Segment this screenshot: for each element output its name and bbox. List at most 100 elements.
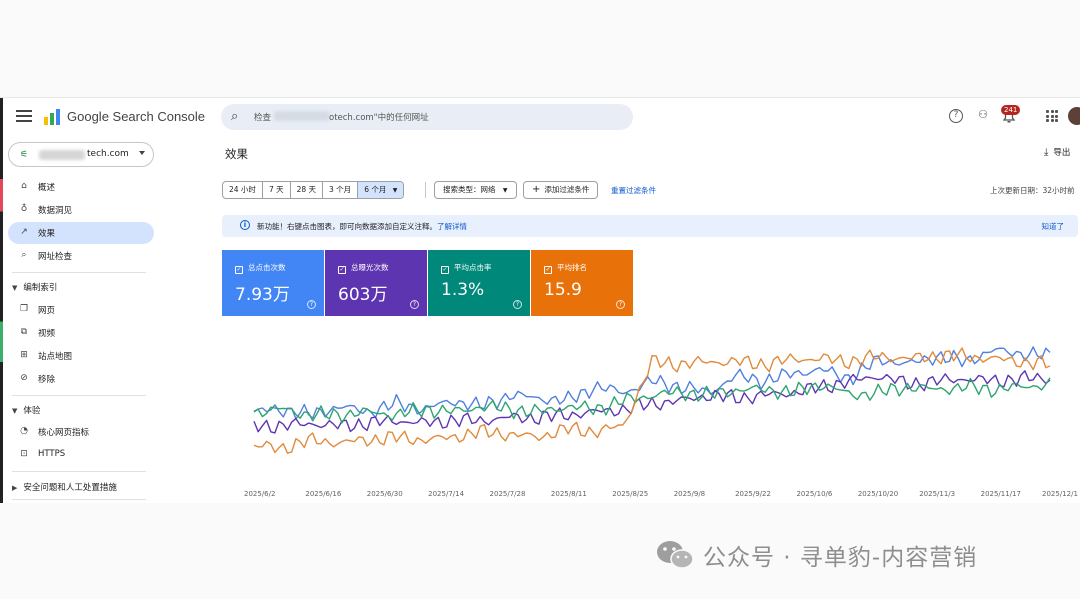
filter-separator (425, 182, 426, 198)
export-label: 导出 (1053, 148, 1071, 158)
x-tick-label: 2025/7/28 (490, 490, 526, 498)
metric-value: 15.9 (544, 280, 582, 300)
notification-badge: 241 (1001, 105, 1021, 115)
caret-down-icon: ▼ (12, 407, 18, 415)
checkbox-icon[interactable]: ✓ (338, 266, 346, 274)
watermark: 公众号 · 寻单豹-内容营销 (655, 537, 977, 573)
sidebar-section-indexing[interactable]: ▼ 编制索引 (12, 281, 57, 293)
metric-label: 平均点击率 (454, 263, 492, 272)
sidebar-item-core-web-vitals[interactable]: ◔ 核心网页指标 (8, 421, 154, 443)
url-inspection-search[interactable]: ⌕ 检查 otech.com"中的任何网址 (221, 104, 633, 130)
search-prefix: 检查 (254, 113, 272, 123)
sidebar-item-label: 移除 (38, 375, 56, 385)
window-edge-strip (0, 98, 3, 503)
export-button[interactable]: ⤓ 导出 (1044, 146, 1070, 158)
sidebar-item-sitemaps[interactable]: ⊞ 站点地图 (8, 345, 154, 367)
pages-icon: ❐ (19, 304, 29, 314)
range-3m[interactable]: 3 个月 (323, 182, 359, 198)
x-tick-label: 2025/12/1 (1042, 490, 1078, 498)
performance-chart[interactable]: 2025/6/2 2025/6/16 2025/6/30 2025/7/14 2025/… (222, 318, 1080, 503)
sidebar-item-insights[interactable]: ♁ 数据洞见 (8, 199, 154, 221)
chevron-down-icon (139, 151, 145, 155)
x-tick-label: 2025/10/6 (796, 490, 832, 498)
sidebar-item-label: 概述 (38, 183, 56, 193)
range-7d[interactable]: 7 天 (263, 182, 291, 198)
sidebar-section-security[interactable]: ▶ 安全问题和人工处置措施 (12, 481, 117, 493)
sidebar-item-label: 核心网页指标 (38, 428, 90, 438)
sidebar-divider (12, 395, 146, 396)
apps-grid-icon[interactable] (1046, 110, 1058, 122)
date-range-selector: 24 小时 7 天 28 天 3 个月 6 个月 ▼ (222, 181, 405, 199)
metric-card-impressions[interactable]: ✓ 总曝光次数 603万 ? (325, 250, 427, 316)
lock-icon: ⊡ (20, 449, 28, 459)
sidebar-item-label: 网址检查 (38, 252, 73, 262)
help-icon[interactable]: ? (307, 300, 316, 309)
trending-icon: ↗ (20, 227, 28, 237)
range-28d[interactable]: 28 天 (291, 182, 324, 198)
property-selector[interactable]: ⚟ tech.com (8, 142, 154, 167)
x-tick-label: 2025/9/22 (735, 490, 771, 498)
user-settings-icon[interactable]: ⚇ (978, 108, 988, 121)
top-blank-area (0, 0, 1080, 97)
x-tick-label: 2025/8/11 (551, 490, 587, 498)
metric-card-ctr[interactable]: ✓ 平均点击率 1.3% ? (428, 250, 530, 316)
sidebar-item-https[interactable]: ⊡ HTTPS (8, 444, 154, 466)
search-type-filter[interactable]: 搜索类型：网络 ▼ (434, 181, 517, 199)
sidebar-item-url-inspection[interactable]: ⌕ 网址检查 (8, 245, 154, 267)
learn-more-link[interactable]: 了解详情 (437, 222, 467, 231)
reset-filters-link[interactable]: 重置过滤条件 (611, 186, 656, 195)
search-icon: ⌕ (231, 109, 239, 124)
checkbox-icon[interactable]: ✓ (544, 266, 552, 274)
property-name: tech.com (87, 149, 129, 159)
checkbox-icon[interactable]: ✓ (235, 266, 243, 274)
search-suffix: otech.com"中的任何网址 (329, 113, 429, 123)
app-title: Google Search Console (67, 109, 206, 124)
sidebar-section-experience[interactable]: ▼ 体验 (12, 404, 40, 416)
sidebar-item-videos[interactable]: ⧉ 视频 (8, 322, 154, 344)
new-feature-banner: i 新功能！右键点击图表，即可向数据添加自定义注释。了解详情 知道了 (222, 215, 1078, 237)
metric-value: 603万 (338, 285, 388, 305)
bottom-blank-area (0, 503, 1080, 599)
section-label: 体验 (23, 406, 41, 416)
x-tick-label: 2025/8/25 (612, 490, 648, 498)
add-filter-button[interactable]: + 添加过滤条件 (523, 181, 599, 199)
range-6m-label: 6 个月 (364, 185, 387, 194)
sidebar-item-label: 网页 (38, 306, 56, 316)
x-tick-label: 2025/7/14 (428, 490, 464, 498)
metric-card-position[interactable]: ✓ 平均排名 15.9 ? (531, 250, 633, 316)
help-icon[interactable]: ? (513, 300, 522, 309)
property-icon: ⚟ (20, 150, 29, 160)
x-tick-label: 2025/6/16 (305, 490, 341, 498)
lightbulb-icon: ♁ (20, 204, 28, 214)
caret-down-icon: ▼ (502, 187, 508, 194)
metric-card-clicks[interactable]: ✓ 总点击次数 7.93万 ? (222, 250, 324, 316)
dismiss-banner-button[interactable]: 知道了 (1041, 222, 1065, 231)
range-24h[interactable]: 24 小时 (223, 182, 263, 198)
help-icon[interactable]: ? (616, 300, 625, 309)
sidebar-item-performance[interactable]: ↗ 效果 (8, 222, 154, 244)
menu-icon[interactable] (16, 110, 32, 124)
range-6m[interactable]: 6 个月 ▼ (358, 182, 404, 198)
series-line-3 (253, 347, 1051, 454)
sitemap-icon: ⊞ (20, 350, 28, 360)
caret-right-icon: ▶ (12, 484, 18, 492)
sidebar-item-overview[interactable]: ⌂ 概述 (8, 176, 154, 198)
download-icon: ⤓ (1044, 147, 1049, 158)
home-icon: ⌂ (21, 181, 27, 191)
sidebar-item-pages[interactable]: ❐ 网页 (8, 299, 154, 321)
sidebar-item-label: 视频 (38, 329, 56, 339)
help-icon[interactable]: ? (410, 300, 419, 309)
help-icon[interactable]: ? (949, 109, 963, 123)
checkbox-icon[interactable]: ✓ (441, 266, 449, 274)
gauge-icon: ◔ (20, 426, 28, 436)
filter-label: 搜索类型：网络 (443, 185, 496, 194)
video-icon: ⧉ (20, 327, 28, 337)
metric-value: 7.93万 (235, 285, 290, 305)
search-icon: ⌕ (21, 250, 27, 260)
sidebar-divider (12, 272, 146, 273)
metric-label: 平均排名 (557, 263, 587, 272)
plus-icon: + (532, 184, 541, 195)
x-tick-label: 2025/6/2 (244, 490, 275, 498)
sidebar-item-removals[interactable]: ⊘ 移除 (8, 368, 154, 390)
avatar[interactable] (1068, 107, 1080, 125)
